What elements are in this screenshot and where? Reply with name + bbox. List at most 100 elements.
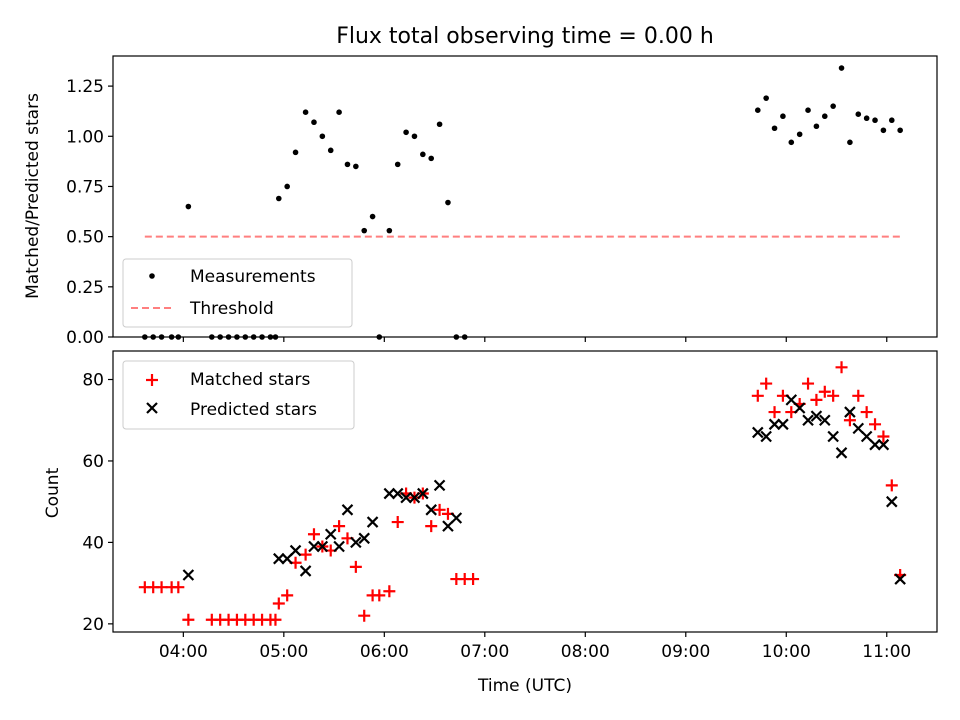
x-tick-label: 11:00 bbox=[862, 642, 911, 662]
matched-star-point bbox=[768, 406, 781, 419]
y-tick-label: 0.25 bbox=[66, 278, 104, 298]
predicted-star-point bbox=[844, 406, 856, 418]
measurement-point bbox=[311, 119, 317, 126]
y-tick-label: 1.00 bbox=[66, 127, 104, 147]
top-plot-area: 0.00 0.25 0.50 0.75 1.00 1.25 bbox=[66, 65, 903, 348]
measurement-point bbox=[344, 161, 351, 168]
bottom-panel: Count Time (UTC) 20 40 60 80 04:00 05:00 06:00… bbox=[43, 350, 938, 696]
measurement-point bbox=[284, 183, 290, 190]
measurement-point bbox=[420, 151, 426, 158]
bottom-plot-frame bbox=[112, 350, 938, 633]
measurement-point bbox=[386, 227, 393, 234]
predicted-star-point bbox=[894, 573, 906, 585]
legend-measurements-label: Measurements bbox=[190, 267, 316, 287]
predicted-star-point bbox=[777, 418, 789, 431]
measurement-point bbox=[353, 163, 359, 170]
predicted-star-point bbox=[793, 402, 806, 414]
measurement-point bbox=[813, 123, 820, 130]
predicted-star-point bbox=[324, 528, 337, 541]
matched-star-point bbox=[760, 377, 773, 390]
top-legend: Measurements Threshold bbox=[122, 258, 353, 328]
x-tick-label: 08:00 bbox=[561, 642, 610, 662]
predicted-star-point bbox=[819, 414, 831, 427]
matched-star-point bbox=[373, 589, 386, 602]
y-tick-label: 0.00 bbox=[66, 328, 104, 348]
predicted-star-point bbox=[827, 430, 839, 443]
predicted-star-point bbox=[299, 565, 312, 577]
x-tick-label: 06:00 bbox=[360, 642, 409, 662]
legend-measurements-marker bbox=[149, 273, 155, 279]
matched-star-point bbox=[299, 548, 312, 561]
measurement-point bbox=[185, 203, 192, 210]
measurement-point bbox=[361, 227, 368, 234]
matched-star-point bbox=[802, 377, 815, 390]
measurement-point bbox=[872, 117, 878, 124]
matched-star-point bbox=[307, 528, 320, 541]
matched-star-point bbox=[182, 613, 195, 626]
top-legend-box bbox=[122, 258, 353, 328]
measurement-point bbox=[327, 147, 334, 154]
matched-star-point bbox=[425, 520, 438, 533]
predicted-star-point bbox=[760, 430, 772, 443]
measurement-point bbox=[436, 121, 443, 128]
y-tick-label: 40 bbox=[82, 533, 104, 553]
measurement-point bbox=[302, 109, 309, 115]
predicted-star-point bbox=[417, 487, 429, 500]
predicted-star-point bbox=[810, 410, 823, 422]
predicted-star-point bbox=[289, 544, 302, 557]
matched-star-point bbox=[835, 361, 848, 374]
measurement-point bbox=[780, 113, 786, 120]
predicted-star-point bbox=[869, 438, 881, 451]
predicted-star-point bbox=[316, 540, 329, 553]
y-tick-label: 1.25 bbox=[66, 77, 104, 97]
measurement-point bbox=[276, 195, 282, 202]
predicted-star-point bbox=[273, 552, 285, 565]
top-panel: Flux total observing time = 0.00 h Match… bbox=[23, 24, 938, 348]
measurement-point bbox=[445, 199, 451, 206]
matched-star-point bbox=[358, 609, 371, 622]
measurement-point bbox=[292, 149, 299, 156]
legend-predicted-label: Predicted stars bbox=[190, 400, 317, 420]
predicted-star-point bbox=[835, 447, 848, 459]
predicted-star-point bbox=[383, 487, 396, 500]
matched-star-point bbox=[751, 389, 764, 402]
predicted-star-point bbox=[366, 516, 379, 528]
matched-star-point bbox=[852, 389, 865, 402]
matched-star-point bbox=[433, 503, 446, 516]
matched-star-point bbox=[467, 573, 480, 586]
measurement-point bbox=[771, 125, 778, 132]
matched-star-point bbox=[155, 581, 168, 594]
predicted-star-point bbox=[752, 426, 764, 439]
predicted-star-point bbox=[450, 512, 463, 524]
y-tick-label: 20 bbox=[82, 615, 104, 635]
matched-star-point bbox=[391, 516, 404, 529]
measurement-point bbox=[830, 103, 836, 109]
measurement-point bbox=[788, 139, 795, 146]
predicted-star-point bbox=[877, 438, 890, 451]
legend-matched-label: Matched stars bbox=[190, 370, 310, 390]
measurement-point bbox=[897, 127, 903, 134]
matched-star-point bbox=[383, 585, 396, 598]
measurement-point bbox=[319, 133, 326, 140]
predicted-star-point bbox=[391, 487, 404, 500]
measurement-point bbox=[863, 115, 870, 122]
measurement-point bbox=[369, 213, 376, 220]
predicted-star-point bbox=[308, 540, 320, 553]
measurement-point bbox=[394, 161, 401, 168]
x-tick-label: 05:00 bbox=[259, 642, 308, 662]
measurement-point bbox=[821, 113, 828, 120]
x-tick-label: 04:00 bbox=[159, 642, 208, 662]
legend-predicted-marker bbox=[146, 402, 158, 414]
bottom-plot-area: 20 40 60 80 04:00 05:00 06:00 07:00 08:00 09:00 10… bbox=[82, 361, 911, 662]
top-chart-title: Flux total observing time = 0.00 h bbox=[336, 24, 714, 49]
measurement-point bbox=[847, 139, 853, 146]
measurement-point bbox=[855, 111, 862, 118]
matched-star-point bbox=[843, 414, 856, 427]
matched-star-point bbox=[272, 597, 285, 610]
predicted-star-point bbox=[400, 491, 412, 504]
y-tick-label: 0.50 bbox=[66, 228, 104, 248]
matched-star-point bbox=[827, 389, 840, 402]
matched-star-point bbox=[869, 418, 882, 431]
predicted-star-point bbox=[333, 540, 345, 553]
